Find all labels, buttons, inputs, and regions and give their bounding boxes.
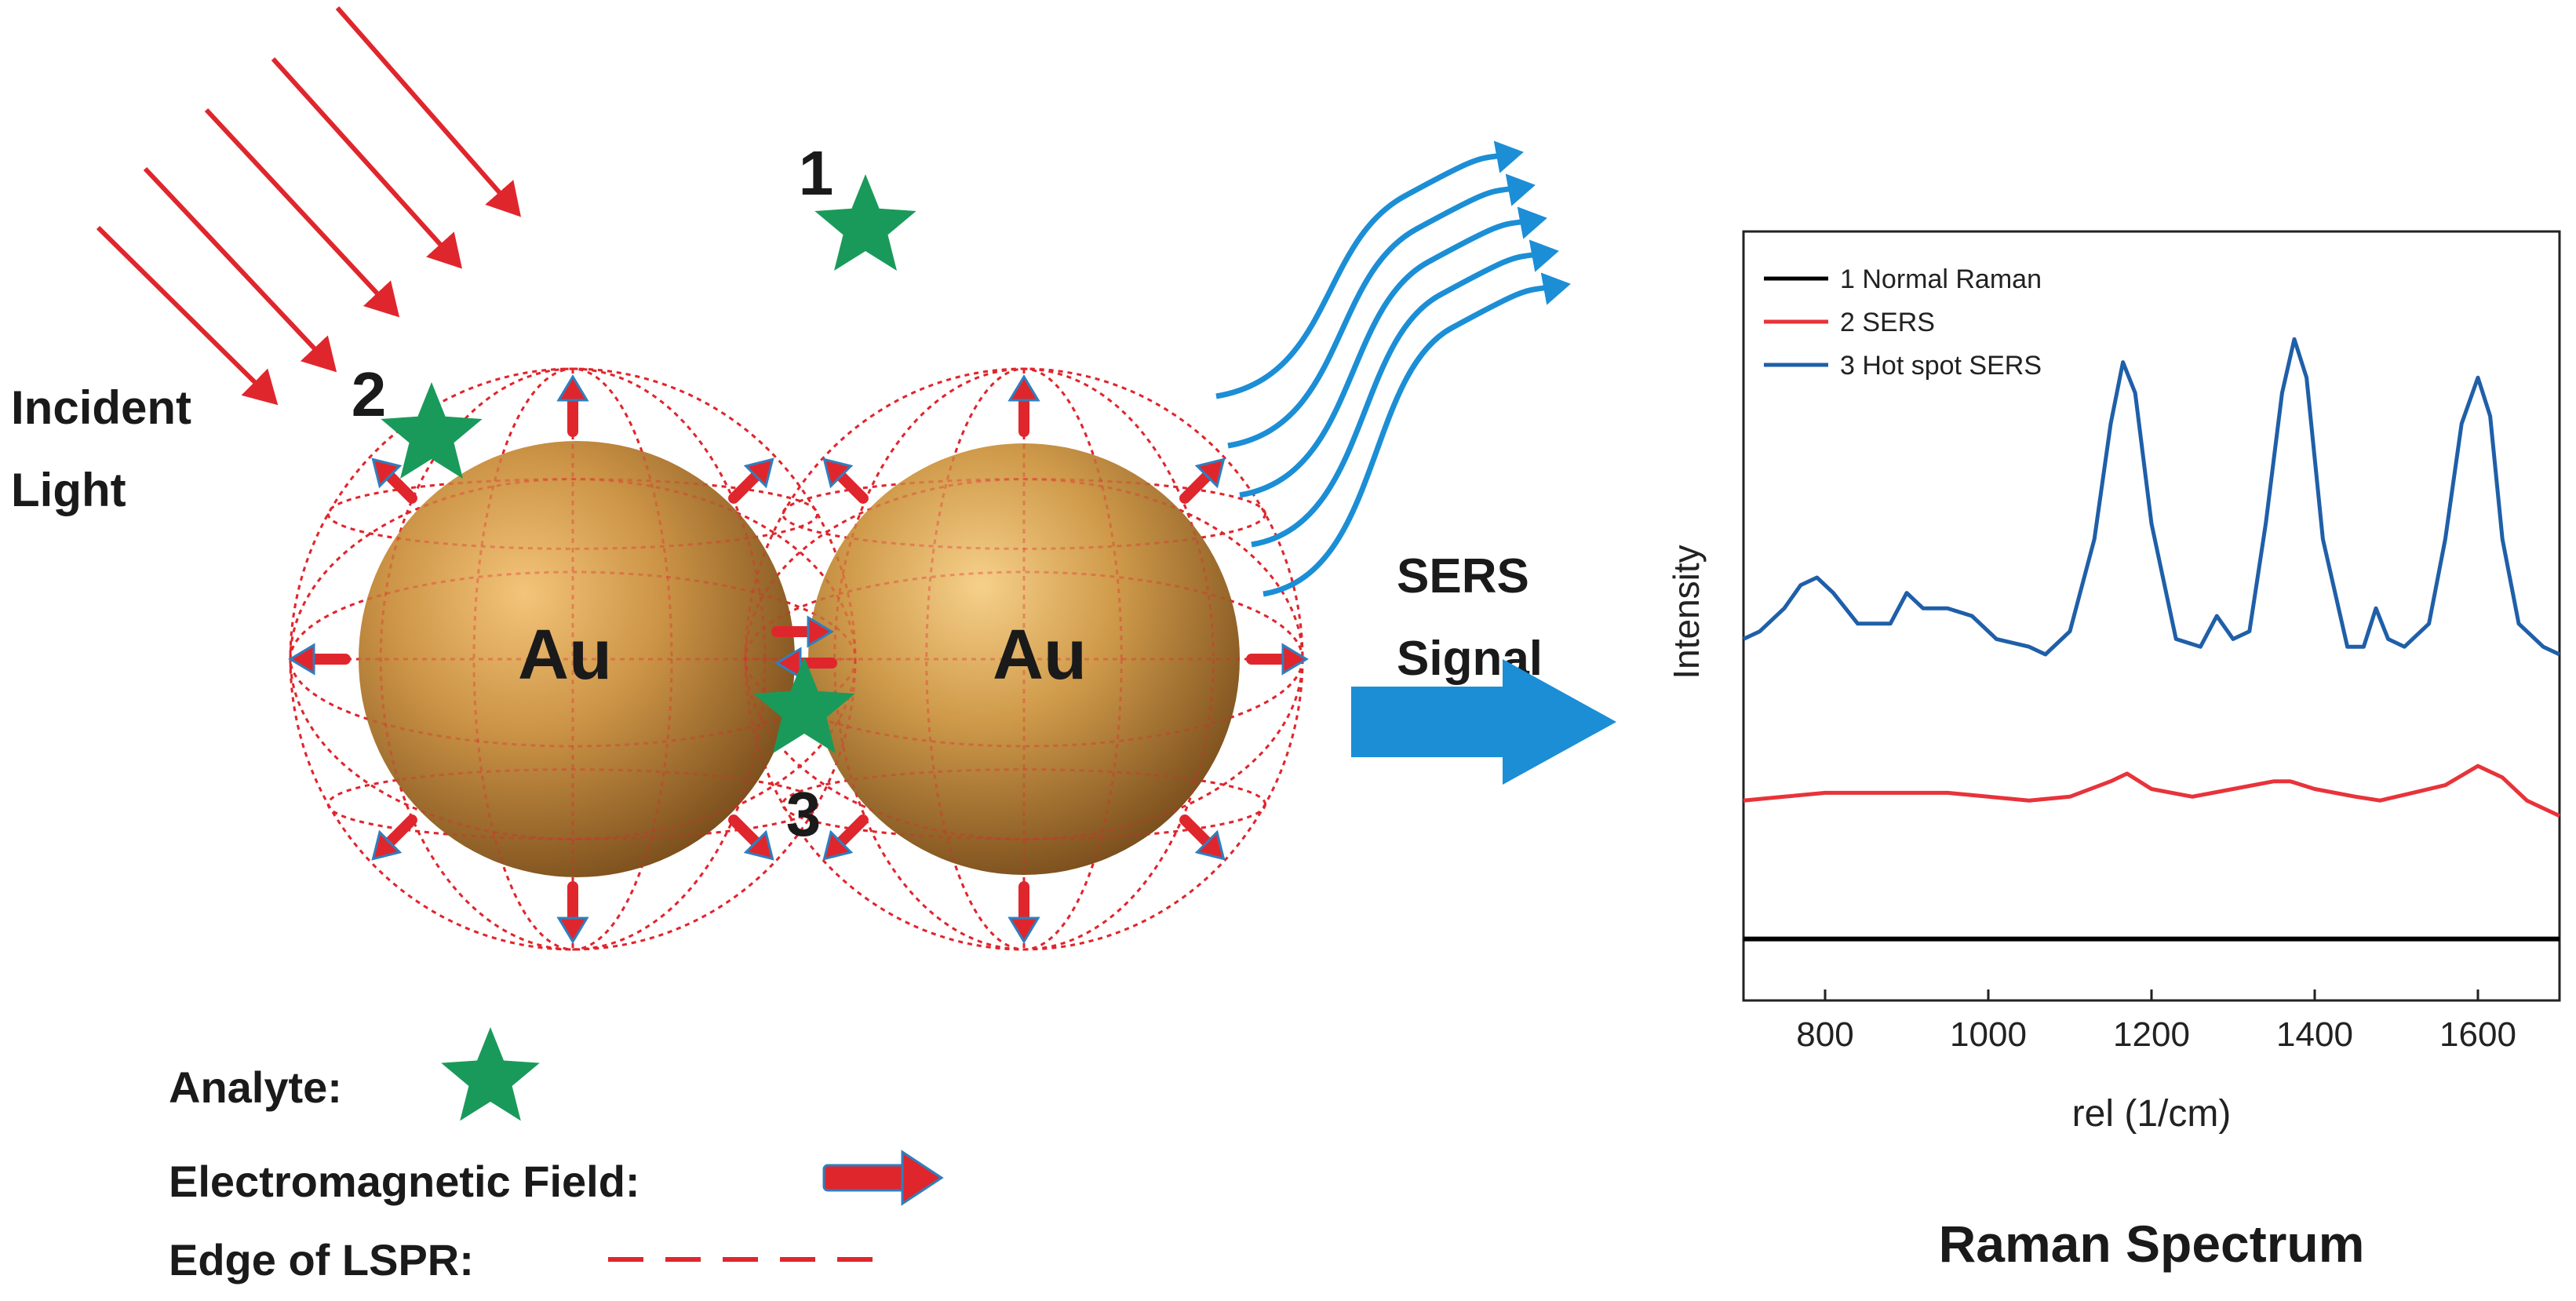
analyte-star-1 — [814, 174, 916, 271]
x-tick-label-1000: 1000 — [1950, 1015, 2027, 1054]
incident-light-rays — [96, 6, 521, 406]
field-arrow-r-0 — [1007, 374, 1040, 437]
field-arrow-l-0 — [556, 374, 589, 437]
key-analyte-label: Analyte: — [169, 1062, 342, 1112]
site-number-1: 1 — [799, 138, 834, 208]
incident-light-label-line1: Incident — [11, 381, 191, 434]
field-arrow-r-1 — [1179, 457, 1226, 504]
field-arrow-r-5 — [822, 814, 869, 861]
field-arrow-l-1 — [728, 457, 774, 504]
key-em-field-label: Electromagnetic Field: — [169, 1157, 640, 1206]
incident-ray-5 — [96, 225, 279, 406]
legend-label-1: 1 Normal Raman — [1840, 264, 2042, 294]
lspr-edge-right-overlay — [744, 367, 1304, 951]
legend-label-2: 2 SERS — [1840, 308, 1935, 337]
x-tick-label-1400: 1400 — [2276, 1015, 2353, 1054]
gold-nanoparticle-right — [808, 443, 1240, 875]
series-line-3 — [1742, 337, 2561, 657]
analyte-star-3 — [753, 657, 855, 753]
electromagnetic-field-arrows — [288, 374, 1309, 944]
incident-ray-3 — [204, 108, 400, 318]
key-lspr-edge-label: Edge of LSPR: — [169, 1235, 474, 1285]
sers-signal-label-line1: SERS — [1397, 549, 1529, 603]
raman-chart: 800 1000 1200 1400 1600 1 Normal Raman 2 SERS… — [1666, 230, 2561, 1135]
chart-legend: 1 Normal Raman 2 SERS 3 Hot spot SERS — [1764, 264, 2042, 381]
incident-ray-2 — [271, 56, 463, 269]
x-tick-label-1600: 1600 — [2439, 1015, 2516, 1054]
raman-spectrum-title: Raman Spectrum — [1939, 1215, 2365, 1273]
sers-wave-5 — [1262, 272, 1571, 597]
field-arrow-gap-1 — [771, 615, 834, 648]
gold-nanoparticle-left — [359, 441, 795, 877]
chart-y-axis-label: Intensity — [1666, 545, 1707, 679]
key-analyte-star-icon — [441, 1027, 540, 1121]
sers-wave-3 — [1239, 206, 1547, 498]
key-em-field-arrow-icon — [822, 1150, 944, 1206]
x-tick-label-800: 800 — [1796, 1015, 1853, 1054]
incident-ray-1 — [335, 6, 521, 217]
legend-label-3: 3 Hot spot SERS — [1840, 351, 2042, 381]
au-label-left: Au — [518, 616, 612, 694]
sers-signal-waves — [1215, 140, 1571, 597]
chart-x-axis-label: rel (1/cm) — [2072, 1093, 2232, 1135]
series-line-2 — [1743, 763, 2561, 818]
field-arrow-l-4 — [556, 881, 589, 944]
chart-frame — [1742, 230, 2561, 1002]
analyte-star-2 — [381, 382, 483, 479]
field-arrow-r-3 — [1179, 814, 1226, 861]
field-arrow-l-6 — [288, 643, 351, 676]
x-tick-label-1200: 1200 — [2113, 1015, 2190, 1054]
field-arrow-r-7 — [822, 457, 869, 504]
site-number-2: 2 — [352, 359, 387, 429]
field-arrow-l-7 — [371, 457, 417, 504]
sers-wave-4 — [1251, 239, 1559, 548]
incident-ray-4 — [143, 166, 337, 373]
field-arrow-l-3 — [728, 814, 774, 861]
au-label-right: Au — [993, 616, 1087, 694]
field-arrow-l-5 — [371, 814, 417, 861]
incident-light-label-line2: Light — [11, 464, 126, 516]
sers-output-arrow — [1351, 659, 1616, 785]
sers-wave-1 — [1215, 140, 1524, 399]
field-arrow-r-4 — [1007, 881, 1040, 944]
sers-wave-2 — [1227, 173, 1536, 449]
site-number-3: 3 — [786, 779, 822, 849]
field-arrow-r-2 — [1246, 643, 1309, 676]
